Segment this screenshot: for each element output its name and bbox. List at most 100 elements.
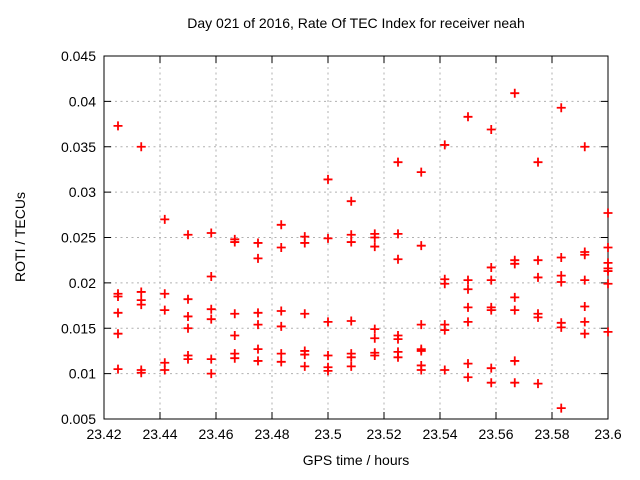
data-point-marker <box>136 142 146 152</box>
y-tick-label: 0.025 <box>61 230 96 246</box>
y-tick-label: 0.01 <box>69 366 96 382</box>
data-point-marker <box>370 324 380 334</box>
data-point-marker <box>160 214 170 224</box>
data-point-marker <box>533 312 543 322</box>
data-point-marker <box>440 279 450 289</box>
data-point-marker <box>253 344 263 354</box>
data-point-marker <box>603 327 613 337</box>
data-point-marker <box>276 242 286 252</box>
data-point-marker <box>463 317 473 327</box>
data-point-marker <box>556 252 566 262</box>
data-point-marker <box>486 363 496 373</box>
data-point-marker <box>276 306 286 316</box>
data-point-marker <box>370 242 380 252</box>
data-point-marker <box>253 308 263 318</box>
data-point-marker <box>183 311 193 321</box>
data-point-marker <box>580 250 590 260</box>
data-point-marker <box>300 361 310 371</box>
data-point-marker <box>346 316 356 326</box>
data-point-marker <box>533 379 543 389</box>
data-point-marker <box>136 368 146 378</box>
data-point-marker <box>463 372 473 382</box>
data-point-marker <box>253 238 263 248</box>
data-point-marker <box>370 333 380 343</box>
data-point-marker <box>533 272 543 282</box>
data-point-marker <box>463 302 473 312</box>
y-tick-label: 0.02 <box>69 275 96 291</box>
data-point-marker <box>463 112 473 122</box>
x-tick-label: 23.56 <box>478 426 513 442</box>
data-point-marker <box>393 229 403 239</box>
data-point-marker <box>580 329 590 339</box>
data-point-marker <box>486 378 496 388</box>
data-point-marker <box>300 238 310 248</box>
data-point-marker <box>230 309 240 319</box>
data-point-marker <box>603 279 613 289</box>
data-point-marker <box>183 323 193 333</box>
data-point-marker <box>160 365 170 375</box>
data-point-marker <box>206 354 216 364</box>
data-point-marker <box>300 309 310 319</box>
data-point-marker <box>580 317 590 327</box>
y-axis-label: ROTI / TECUs <box>12 192 28 282</box>
data-point-marker <box>440 140 450 150</box>
data-point-marker <box>486 262 496 272</box>
data-point-marker <box>346 196 356 206</box>
x-axis-label: GPS time / hours <box>302 452 410 468</box>
y-tick-label: 0.005 <box>61 411 96 427</box>
data-point-marker <box>556 103 566 113</box>
data-point-marker <box>276 321 286 331</box>
x-tick-label: 23.44 <box>142 426 177 442</box>
data-point-marker <box>206 228 216 238</box>
data-point-marker <box>416 365 426 375</box>
data-point-marker <box>463 359 473 369</box>
data-point-marker <box>346 237 356 247</box>
data-point-marker <box>113 121 123 131</box>
data-point-marker <box>510 259 520 269</box>
data-point-marker <box>113 329 123 339</box>
data-point-marker <box>463 284 473 294</box>
data-point-marker <box>440 365 450 375</box>
data-point-marker <box>486 305 496 315</box>
data-point-marker <box>136 287 146 297</box>
chart-title: Day 021 of 2016, Rate Of TEC Index for r… <box>187 15 525 31</box>
data-point-marker <box>580 301 590 311</box>
data-point-marker <box>276 357 286 367</box>
data-point-marker <box>580 142 590 152</box>
data-point-marker <box>323 350 333 360</box>
data-point-marker <box>136 300 146 310</box>
data-point-marker <box>370 350 380 360</box>
data-point-marker <box>416 241 426 251</box>
data-point-marker <box>276 349 286 359</box>
y-tick-label: 0.035 <box>61 139 96 155</box>
data-point-marker <box>533 255 543 265</box>
data-point-marker <box>533 157 543 167</box>
x-tick-label: 23.46 <box>198 426 233 442</box>
plot-border <box>103 55 609 420</box>
data-point-marker <box>486 125 496 135</box>
data-point-marker <box>113 291 123 301</box>
data-point-marker <box>510 88 520 98</box>
data-point-marker <box>510 356 520 366</box>
data-point-marker <box>253 356 263 366</box>
data-point-marker <box>276 220 286 230</box>
data-point-marker <box>206 304 216 314</box>
data-point-marker <box>323 174 333 184</box>
data-point-marker <box>183 354 193 364</box>
x-tick-label: 23.5 <box>314 426 341 442</box>
data-point-marker <box>440 325 450 335</box>
data-point-marker <box>370 233 380 242</box>
data-point-marker <box>206 272 216 282</box>
x-tick-label: 23.58 <box>534 426 569 442</box>
data-point-marker <box>230 237 240 247</box>
y-tick-label: 0.015 <box>61 320 96 336</box>
x-tick-label: 23.52 <box>366 426 401 442</box>
x-tick-label: 23.48 <box>254 426 289 442</box>
x-tick-label: 23.6 <box>594 426 621 442</box>
data-point-marker <box>416 346 426 356</box>
data-point-marker <box>393 334 403 344</box>
data-point-marker <box>510 292 520 302</box>
data-point-marker <box>230 331 240 341</box>
